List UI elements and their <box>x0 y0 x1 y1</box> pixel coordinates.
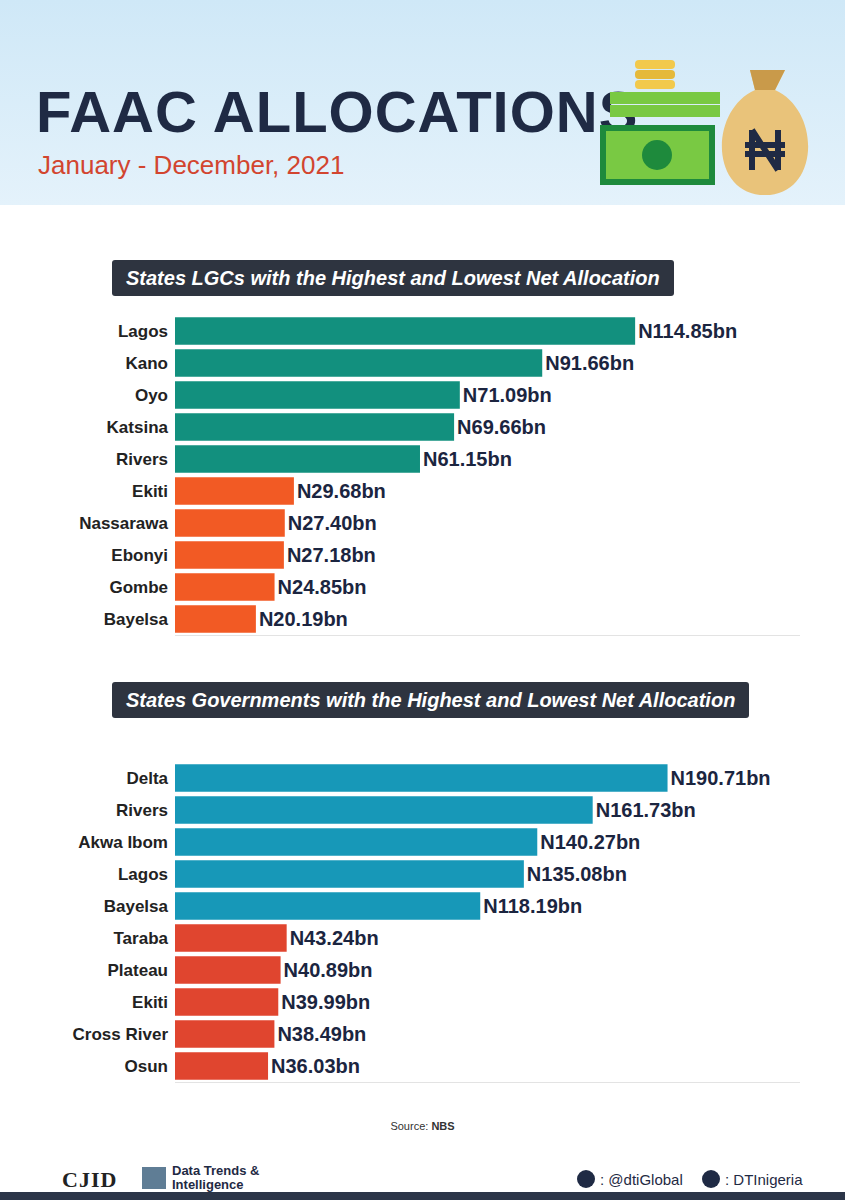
html-text:States Governments with the Hi: States Governments with the Highest and … <box>126 689 736 711</box>
svg-text:Osun: Osun <box>125 1057 168 1076</box>
svg-text:N190.71bn: N190.71bn <box>671 767 771 789</box>
svg-text:N27.18bn: N27.18bn <box>287 544 376 566</box>
html-text:: DTInigeria: : DTInigeria <box>725 1171 803 1188</box>
svg-text:Rivers: Rivers <box>116 801 168 820</box>
svg-text:Ekiti: Ekiti <box>132 993 168 1012</box>
svg-text:Delta: Delta <box>126 769 168 788</box>
svg-text:N69.66bn: N69.66bn <box>457 416 546 438</box>
svg-text:Nassarawa: Nassarawa <box>79 514 168 533</box>
html-text:Source: NBS: Source: NBS <box>390 1120 455 1132</box>
svg-text:N43.24bn: N43.24bn <box>290 927 379 949</box>
svg-text:N91.66bn: N91.66bn <box>545 352 634 374</box>
svg-text:N38.49bn: N38.49bn <box>277 1023 366 1045</box>
svg-text:Rivers: Rivers <box>116 450 168 469</box>
svg-text:N40.89bn: N40.89bn <box>284 959 373 981</box>
svg-text:Ebonyi: Ebonyi <box>111 546 168 565</box>
svg-text:Bayelsa: Bayelsa <box>104 610 169 629</box>
html-text:: @dtiGlobal: : @dtiGlobal <box>600 1171 683 1188</box>
svg-text:Oyo: Oyo <box>135 386 168 405</box>
svg-text:Plateau: Plateau <box>108 961 168 980</box>
svg-text:N161.73bn: N161.73bn <box>596 799 696 821</box>
svg-text:Cross River: Cross River <box>73 1025 169 1044</box>
html-text:FAAC ALLOCATIONS: FAAC ALLOCATIONS <box>36 79 639 144</box>
svg-text:N24.85bn: N24.85bn <box>278 576 367 598</box>
svg-text:Katsina: Katsina <box>107 418 169 437</box>
svg-text:Taraba: Taraba <box>114 929 169 948</box>
svg-text:N71.09bn: N71.09bn <box>463 384 552 406</box>
svg-text:N36.03bn: N36.03bn <box>271 1055 360 1077</box>
svg-text:N61.15bn: N61.15bn <box>423 448 512 470</box>
svg-text:N140.27bn: N140.27bn <box>540 831 640 853</box>
svg-text:Kano: Kano <box>126 354 169 373</box>
svg-text:Lagos: Lagos <box>118 322 168 341</box>
svg-text:N39.99bn: N39.99bn <box>281 991 370 1013</box>
html-text:CJID: CJID <box>62 1167 118 1192</box>
svg-text:N135.08bn: N135.08bn <box>527 863 627 885</box>
svg-text:Gombe: Gombe <box>109 578 168 597</box>
svg-text:N118.19bn: N118.19bn <box>483 895 582 917</box>
html-text:States LGCs with the Highest a: States LGCs with the Highest and Lowest … <box>126 267 660 289</box>
svg-text:Akwa Ibom: Akwa Ibom <box>78 833 168 852</box>
svg-text:N20.19bn: N20.19bn <box>259 608 348 630</box>
svg-text:N29.68bn: N29.68bn <box>297 480 386 502</box>
svg-text:N27.40bn: N27.40bn <box>288 512 377 534</box>
html-text:January - December, 2021: January - December, 2021 <box>38 150 345 180</box>
svg-text:Ekiti: Ekiti <box>132 482 168 501</box>
html-text:Data Trends & Intelligence: Data Trends & Intelligence <box>172 1163 260 1192</box>
svg-text:N114.85bn: N114.85bn <box>638 320 737 342</box>
svg-text:Bayelsa: Bayelsa <box>104 897 169 916</box>
svg-text:Lagos: Lagos <box>118 865 168 884</box>
